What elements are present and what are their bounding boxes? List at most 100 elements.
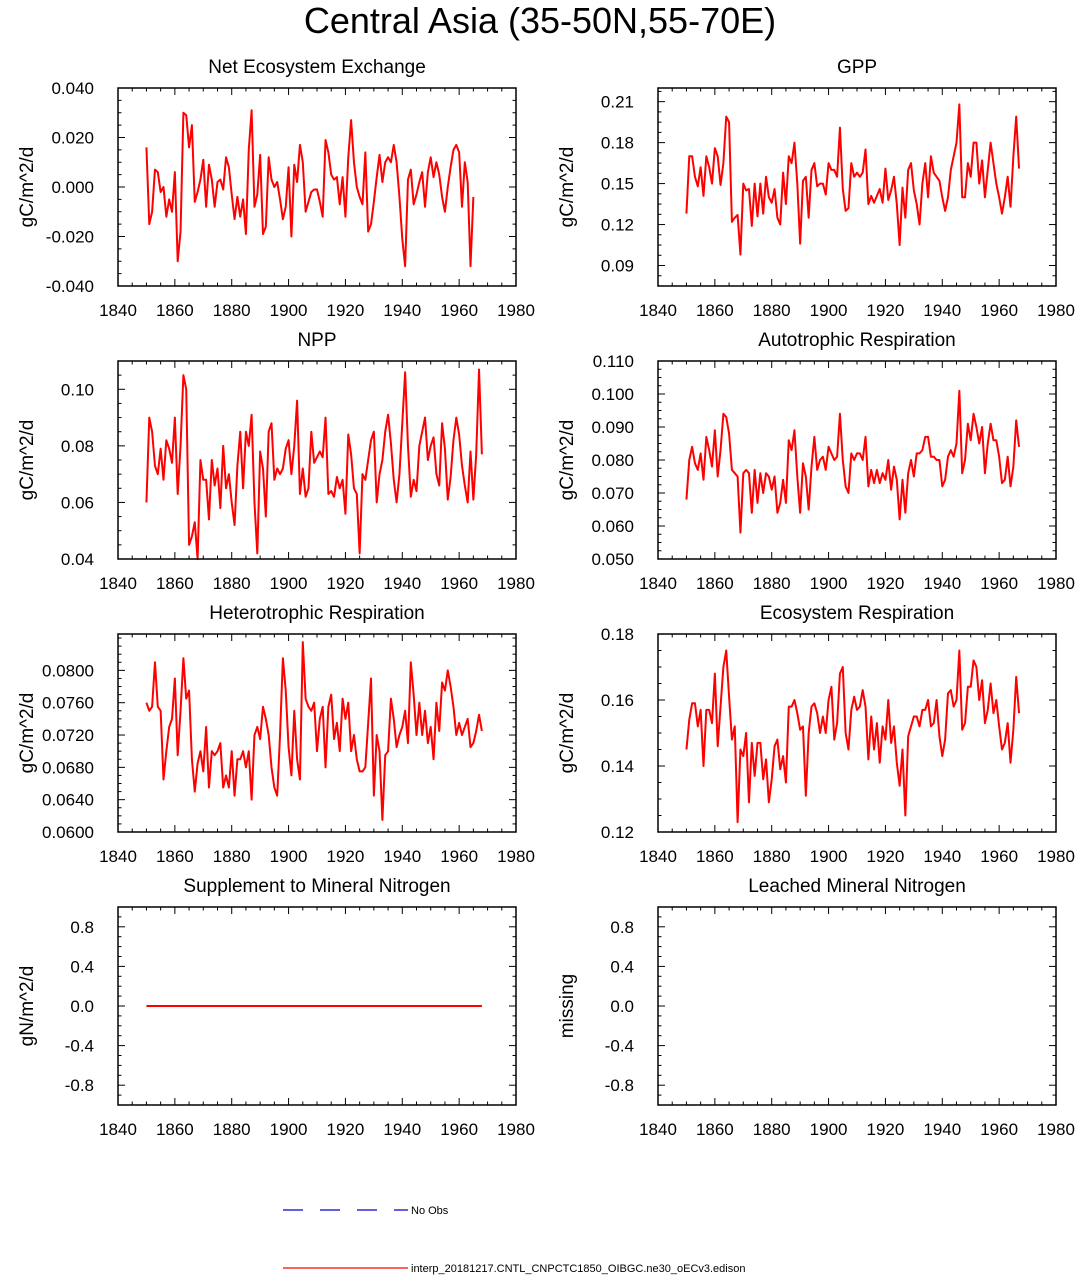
plot-frame <box>117 906 517 1106</box>
chart-panel-6: Ecosystem Respiration gC/m^2/d 1840 1860 188… <box>557 603 1075 866</box>
chart-panel-2: GPP gC/m^2/d 1840 1860 1880 1900 1920 1940 1960 1… <box>557 57 1075 320</box>
x-tick-label: 1880 <box>213 301 251 320</box>
x-tick-label: 1940 <box>923 847 961 866</box>
series-line <box>685 103 1021 256</box>
x-tick-label: 1920 <box>327 301 365 320</box>
x-tick-label: 1960 <box>440 1120 478 1139</box>
x-tick-label: 1840 <box>639 1120 677 1139</box>
x-tick-label: 1880 <box>213 1120 251 1139</box>
x-tick-label: 1960 <box>980 574 1018 593</box>
y-tick-label: 0.000 <box>51 178 94 197</box>
figure-title: Central Asia (35-50N,55-70E) <box>303 0 777 41</box>
plot-frame <box>117 87 517 287</box>
chart-panel-4: Autotrophic Respiration gC/m^2/d 1840 1860 1… <box>557 330 1075 593</box>
x-tick-label: 1840 <box>639 301 677 320</box>
y-tick-label: 0.4 <box>610 957 634 976</box>
y-tick-label: 0.050 <box>591 550 634 569</box>
series-line <box>685 649 1021 824</box>
y-tick-label: 0.06 <box>61 493 94 512</box>
y-tick-label: 0.090 <box>591 418 634 437</box>
legend: No Obs interp_20181217.CNTL_CNPCTC1850_O… <box>283 1205 745 1275</box>
chart-title: Net Ecosystem Exchange <box>208 57 426 78</box>
x-tick-label: 1860 <box>696 574 734 593</box>
plot-frame <box>117 633 517 833</box>
y-tick-label: 0.15 <box>601 175 634 194</box>
plot-frame <box>117 360 517 560</box>
x-tick-label: 1860 <box>156 301 194 320</box>
series-line <box>145 368 483 560</box>
y-axis-label: gN/m^2/d <box>17 966 38 1047</box>
y-tick-label: 0.12 <box>601 823 634 842</box>
panels-group: Net Ecosystem Exchange gC/m^2/d 1840 1860 18… <box>17 57 1075 1139</box>
y-axis-label: gC/m^2/d <box>557 420 578 501</box>
series-line <box>145 109 475 268</box>
y-axis-label: gC/m^2/d <box>17 420 38 501</box>
chart-panel-8: Leached Mineral Nitrogen missing 1840 1860 1… <box>557 876 1075 1139</box>
x-tick-label: 1980 <box>497 1120 535 1139</box>
y-tick-label: 0.12 <box>601 216 634 235</box>
y-tick-label: -0.8 <box>605 1076 634 1095</box>
x-tick-label: 1980 <box>1037 1120 1075 1139</box>
chart-panel-7: Supplement to Mineral Nitrogen gN/m^2/d 18… <box>17 876 535 1139</box>
chart-title: NPP <box>297 330 336 351</box>
x-tick-label: 1900 <box>270 574 308 593</box>
y-tick-label: 0.040 <box>51 79 94 98</box>
x-tick-label: 1900 <box>270 301 308 320</box>
y-tick-label: 0.0 <box>610 997 634 1016</box>
y-tick-label: 0.10 <box>61 380 94 399</box>
x-tick-label: 1980 <box>1037 847 1075 866</box>
chart-title: Heterotrophic Respiration <box>209 603 424 624</box>
x-tick-label: 1980 <box>497 574 535 593</box>
x-tick-label: 1960 <box>980 301 1018 320</box>
x-tick-label: 1860 <box>696 1120 734 1139</box>
chart-title: Ecosystem Respiration <box>760 603 954 624</box>
x-tick-label: 1920 <box>867 301 905 320</box>
y-tick-label: 0.020 <box>51 129 94 148</box>
x-tick-label: 1920 <box>867 574 905 593</box>
x-tick-label: 1960 <box>440 847 478 866</box>
y-tick-label: 0.0600 <box>42 823 94 842</box>
y-axis-label: gC/m^2/d <box>17 147 38 228</box>
x-tick-label: 1980 <box>497 301 535 320</box>
y-tick-label: -0.8 <box>65 1076 94 1095</box>
x-tick-label: 1960 <box>980 1120 1018 1139</box>
y-tick-label: 0.100 <box>591 385 634 404</box>
x-tick-label: 1840 <box>639 847 677 866</box>
y-axis-label: gC/m^2/d <box>557 693 578 774</box>
y-tick-label: -0.4 <box>605 1037 634 1056</box>
chart-panel-1: Net Ecosystem Exchange gC/m^2/d 1840 1860 18… <box>17 57 535 320</box>
x-tick-label: 1880 <box>753 301 791 320</box>
x-tick-label: 1860 <box>696 847 734 866</box>
x-tick-label: 1900 <box>810 574 848 593</box>
x-tick-label: 1900 <box>810 847 848 866</box>
y-tick-label: 0.110 <box>593 352 634 371</box>
legend-obs-label: No Obs <box>411 1205 449 1217</box>
plot-frame <box>657 906 1057 1106</box>
y-tick-label: 0.21 <box>601 93 634 112</box>
chart-title: Leached Mineral Nitrogen <box>748 876 966 897</box>
x-tick-label: 1840 <box>99 847 137 866</box>
y-tick-label: 0.18 <box>601 134 634 153</box>
plot-frame <box>657 87 1057 287</box>
plot-frame <box>657 633 1057 833</box>
y-tick-label: 0.0680 <box>42 758 94 777</box>
x-tick-label: 1880 <box>213 847 251 866</box>
y-axis-label: gC/m^2/d <box>557 147 578 228</box>
x-tick-label: 1920 <box>867 847 905 866</box>
y-axis-label: missing <box>557 974 578 1038</box>
y-tick-label: 0.16 <box>601 691 634 710</box>
x-tick-label: 1940 <box>923 1120 961 1139</box>
x-tick-label: 1940 <box>383 847 421 866</box>
y-tick-label: -0.020 <box>46 228 94 247</box>
x-tick-label: 1920 <box>327 1120 365 1139</box>
y-tick-label: -0.4 <box>65 1037 94 1056</box>
y-tick-label: 0.080 <box>591 451 634 470</box>
x-tick-label: 1900 <box>810 1120 848 1139</box>
x-tick-label: 1960 <box>980 847 1018 866</box>
y-tick-label: 0.060 <box>591 517 634 536</box>
x-tick-label: 1900 <box>810 301 848 320</box>
x-tick-label: 1840 <box>639 574 677 593</box>
x-tick-label: 1860 <box>156 574 194 593</box>
x-tick-label: 1880 <box>753 1120 791 1139</box>
